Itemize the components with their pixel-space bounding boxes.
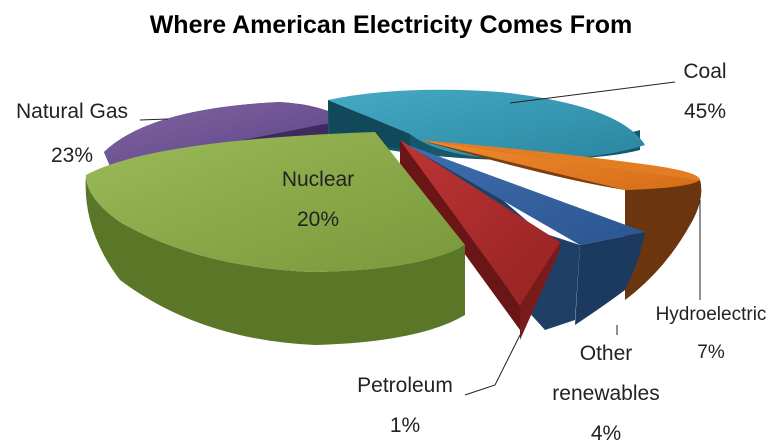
label-petroleum-value: 1% — [390, 414, 420, 437]
slice-petroleum — [400, 140, 560, 340]
label-hydroelectric-value: 7% — [697, 342, 725, 363]
slice-nuclear — [85, 132, 465, 345]
slice-hydroelectric — [420, 140, 702, 300]
label-nuclear-value: 20% — [297, 208, 339, 231]
label-other-renewables-line1: Other — [580, 342, 633, 365]
chart-title: Where American Electricity Comes From — [150, 11, 633, 39]
label-hydroelectric-name: Hydroelectric — [656, 304, 767, 325]
label-petroleum-name: Petroleum — [357, 374, 453, 397]
label-natural-gas-name: Natural Gas — [16, 100, 128, 123]
label-natural-gas-value: 23% — [51, 144, 93, 167]
label-other-renewables-value: 4% — [591, 422, 621, 445]
label-coal-name: Coal — [683, 60, 726, 83]
leader-line-coal — [509, 81, 676, 104]
label-other-renewables-line2: renewables — [552, 382, 659, 405]
leader-line-petroleum — [464, 334, 521, 396]
label-coal-value: 45% — [684, 100, 726, 123]
leader-line-natural-gas — [139, 118, 169, 121]
label-nuclear-name: Nuclear — [282, 168, 354, 191]
